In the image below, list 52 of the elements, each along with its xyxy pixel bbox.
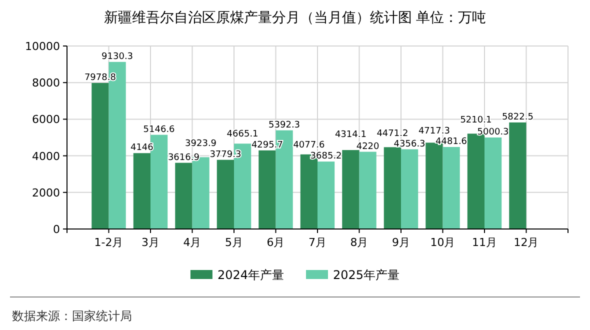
x-tick-label: 6月 [266,236,285,249]
bar [258,150,276,229]
data-label: 4471.2 [376,129,408,140]
x-tick-label: 5月 [225,236,243,249]
bar [318,162,335,229]
y-tick-label: 4000 [32,150,60,163]
x-tick-label: 8月 [350,236,368,249]
data-label: 4665.1 [226,130,258,140]
bar [342,150,360,229]
bar [467,134,484,229]
bar [216,160,234,229]
data-label: 4356.3 [394,139,426,150]
y-tick-label: 2000 [32,186,60,200]
data-label: 4717.3 [418,126,450,137]
x-tick-label: 11月 [472,236,497,249]
data-label: 4220 [356,142,380,152]
y-tick-label: 10000 [25,40,60,53]
bar [509,122,526,229]
bar [92,82,109,229]
data-label: 4314.1 [334,130,366,140]
data-label: 5210.1 [460,116,492,126]
bar [484,137,502,229]
bar [401,149,418,229]
data-label: 3616.9 [168,152,200,163]
data-label: 5000.3 [477,127,509,138]
chart-title: 新疆维吾尔自治区原煤产量分月（当月值）统计图 单位：万吨 [104,10,486,26]
bar [384,147,401,229]
bar [359,152,376,229]
x-tick-label: 7月 [308,236,326,249]
data-label: 4077.6 [293,140,325,150]
x-tick-label: 4月 [183,236,202,249]
x-tick-label: 9月 [392,236,410,249]
bar [133,153,150,229]
bar [426,142,443,229]
data-label: 3923.9 [185,139,217,150]
legend-label: 2025年产量 [333,268,400,282]
bar [175,162,192,229]
y-tick-label: 6000 [32,113,60,126]
x-tick-label: 12月 [514,236,539,249]
data-label: 5146.6 [143,124,176,135]
data-label: 5822.5 [502,112,534,122]
legend-label: 2024年产量 [217,268,284,282]
y-tick-label: 0 [53,223,60,236]
y-tick-label: 8000 [32,76,60,90]
x-tick-label: 10月 [430,236,456,249]
bar [442,146,460,229]
x-tick-label: 1-2月 [94,236,124,249]
x-tick-label: 3月 [142,236,160,249]
source-note: 数据来源：国家统计局 [12,309,132,323]
data-label: 9130.3 [102,52,134,62]
data-label: 5392.3 [268,120,300,130]
data-label: 4481.6 [436,136,468,147]
